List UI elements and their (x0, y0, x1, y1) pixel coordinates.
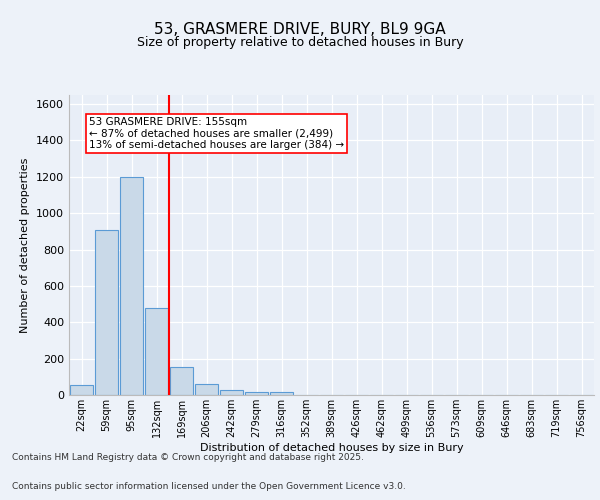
Bar (220, 390, 244, 395)
Text: 53, GRASMERE DRIVE, BURY, BL9 9GA: 53, GRASMERE DRIVE, BURY, BL9 9GA (154, 22, 446, 38)
Bar (170, 367, 193, 395)
Bar (95, 230, 118, 395)
Bar (70, 385, 94, 395)
Text: Contains public sector information licensed under the Open Government Licence v3: Contains public sector information licen… (12, 482, 406, 491)
Bar (269, 392, 293, 395)
Y-axis label: Number of detached properties: Number of detached properties (20, 158, 31, 332)
Bar (145, 308, 169, 395)
X-axis label: Distribution of detached houses by size in Bury: Distribution of detached houses by size … (200, 442, 463, 452)
Text: Size of property relative to detached houses in Bury: Size of property relative to detached ho… (137, 36, 463, 49)
Text: 53 GRASMERE DRIVE: 155sqm
← 87% of detached houses are smaller (2,499)
13% of se: 53 GRASMERE DRIVE: 155sqm ← 87% of detac… (89, 117, 344, 150)
Text: Contains HM Land Registry data © Crown copyright and database right 2025.: Contains HM Land Registry data © Crown c… (12, 454, 364, 462)
Bar (245, 392, 268, 395)
Bar (119, 177, 143, 395)
Bar (194, 384, 218, 395)
